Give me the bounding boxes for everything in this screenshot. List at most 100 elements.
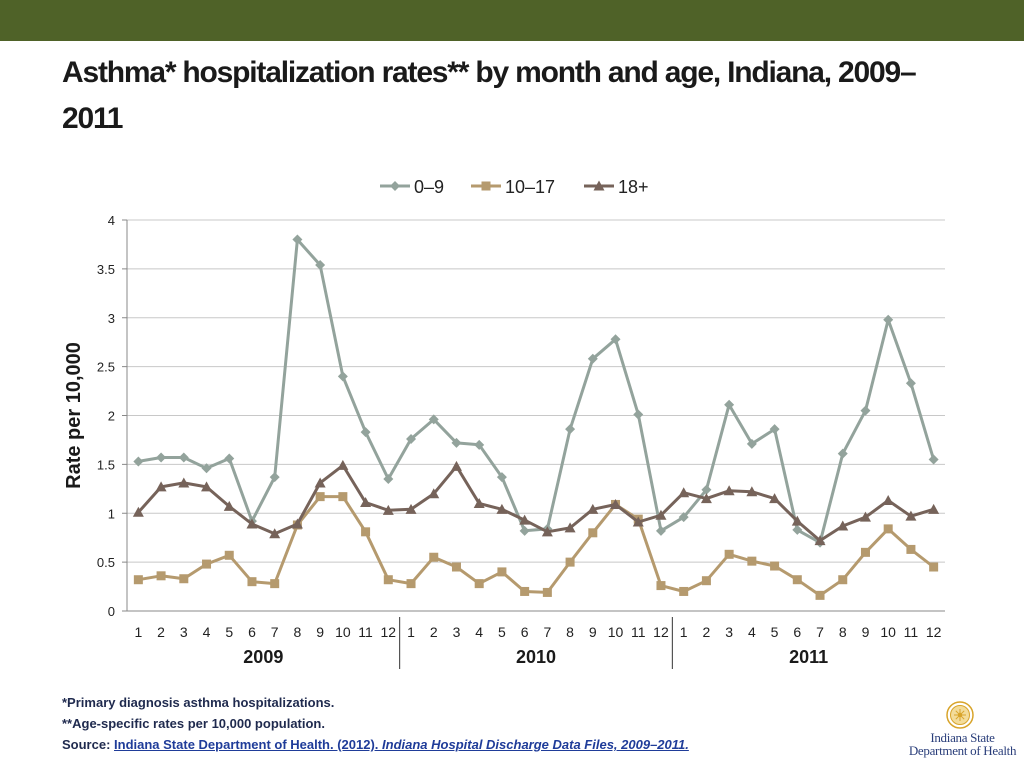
data-point (610, 498, 622, 509)
data-point (314, 477, 326, 488)
data-point (905, 378, 916, 389)
data-point (520, 586, 530, 596)
data-point (565, 424, 576, 435)
source-link-title: Indiana Hospital Discharge Data Files, 2… (382, 737, 689, 752)
x-tick-label: 4 (203, 624, 211, 640)
data-point (473, 497, 485, 508)
data-point (179, 574, 189, 584)
data-point (474, 579, 484, 589)
x-tick-label: 4 (475, 624, 483, 640)
y-tick-label: 3.5 (97, 262, 115, 277)
data-point (519, 514, 531, 525)
data-point (587, 353, 598, 364)
data-point (655, 509, 667, 520)
data-point (837, 448, 848, 459)
y-tick-label: 0.5 (97, 555, 115, 570)
data-point (679, 586, 689, 596)
x-tick-label: 7 (543, 624, 551, 640)
data-point (133, 456, 144, 467)
data-point (723, 485, 735, 496)
footnote-primary-diagnosis: *Primary diagnosis asthma hospitalizatio… (62, 695, 335, 710)
x-tick-label: 11 (904, 624, 919, 640)
x-tick-label: 3 (453, 624, 461, 640)
data-point (929, 562, 939, 572)
data-point (201, 481, 213, 492)
isdh-logo-text: Indiana State Department of Health (905, 731, 1020, 757)
data-point (587, 503, 599, 514)
x-tick-label: 1 (680, 624, 688, 640)
logo-line1: Indiana State (930, 730, 995, 745)
data-point (156, 452, 167, 463)
series-line-1 (138, 238, 936, 545)
data-point (769, 493, 781, 504)
data-point (383, 575, 393, 585)
source-link-author: Indiana State Department of Health. (201… (114, 737, 383, 752)
data-point (201, 463, 212, 474)
x-tick-label: 8 (294, 624, 302, 640)
data-point (382, 504, 394, 515)
data-point (497, 567, 507, 577)
data-point (678, 512, 689, 523)
x-tick-label: 8 (839, 624, 847, 640)
legend-label: 0–9 (414, 177, 444, 197)
data-point (724, 549, 734, 559)
data-point (770, 561, 780, 571)
data-point (883, 314, 894, 325)
data-point (178, 477, 190, 488)
data-point (815, 590, 825, 600)
x-tick-label: 1 (407, 624, 415, 640)
x-tick-label: 1 (134, 624, 142, 640)
data-point (792, 575, 802, 585)
data-point (451, 437, 462, 448)
data-point (882, 495, 894, 506)
x-tick-label: 9 (589, 624, 597, 640)
data-point (746, 438, 757, 449)
data-point (428, 414, 439, 425)
footnote-source: Source: Indiana State Department of Heal… (62, 734, 689, 755)
legend-marker (390, 181, 400, 191)
data-point (564, 522, 576, 533)
data-point (132, 506, 144, 517)
data-point (315, 259, 326, 270)
x-tick-label: 5 (225, 624, 233, 640)
data-point (338, 492, 348, 502)
data-point (406, 433, 417, 444)
data-point (496, 503, 508, 514)
source-link[interactable]: Indiana State Department of Health. (201… (114, 737, 689, 752)
data-point (769, 424, 780, 435)
x-tick-label: 6 (521, 624, 529, 640)
data-point (838, 575, 848, 585)
data-point (269, 472, 280, 483)
data-point (337, 371, 348, 382)
data-point (496, 472, 507, 483)
data-point (860, 405, 871, 416)
y-axis-label: Rate per 10,000 (63, 342, 85, 489)
data-point (678, 487, 690, 498)
data-point (746, 486, 758, 497)
y-tick-label: 3 (108, 311, 115, 326)
data-point (406, 579, 416, 589)
data-point (837, 520, 849, 531)
footnotes: *Primary diagnosis asthma hospitalizatio… (62, 692, 689, 755)
year-label: 2011 (789, 647, 828, 667)
y-tick-label: 1 (108, 506, 115, 521)
data-point (474, 439, 485, 450)
data-point (292, 234, 303, 245)
data-point (156, 571, 166, 581)
footnote-age-specific: **Age-specific rates per 10,000 populati… (62, 716, 325, 731)
data-point (859, 511, 871, 522)
x-tick-label: 7 (271, 624, 279, 640)
data-point (610, 334, 621, 345)
data-point (656, 581, 666, 591)
data-point (928, 503, 940, 514)
data-point (632, 516, 644, 527)
data-point (133, 575, 143, 585)
line-chart: 00.511.522.533.541 2 3 4 5 6 7 8 9 10 11 12 1 2 3 4 5 6 7 8… (63, 177, 945, 669)
x-tick-label: 11 (358, 624, 373, 640)
y-tick-label: 0 (108, 604, 115, 619)
x-tick-label: 8 (566, 624, 574, 640)
data-point (405, 503, 417, 514)
x-tick-label: 10 (880, 624, 896, 640)
x-tick-label: 3 (180, 624, 188, 640)
data-point (155, 481, 167, 492)
